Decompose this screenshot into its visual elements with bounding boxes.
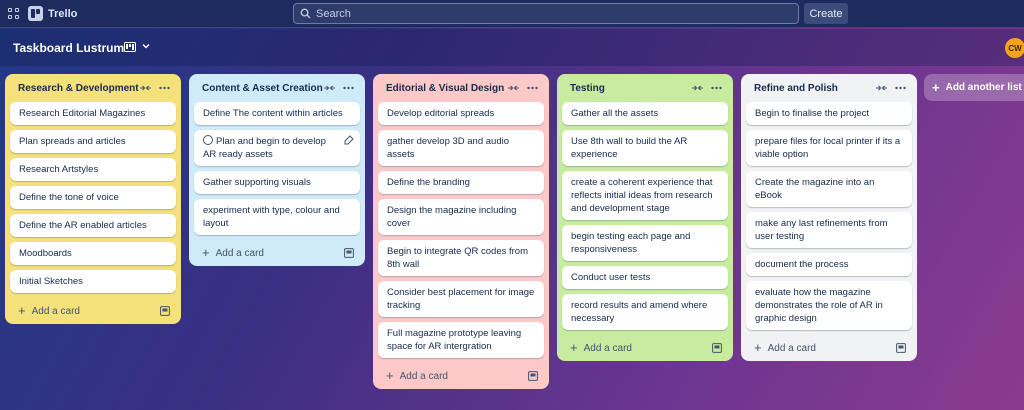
card-template-icon[interactable] [896, 343, 906, 353]
search-input[interactable]: Search [293, 3, 799, 24]
more-options-icon[interactable] [711, 86, 722, 90]
list-editorial-visual-design: Editorial & Visual Design Develop editor… [373, 74, 549, 389]
list-research-development: Research & Development Research Editoria… [5, 74, 181, 324]
card[interactable]: Moodboards [10, 242, 176, 265]
board-header: Taskboard Lustrum [0, 29, 1024, 66]
trello-logo-icon[interactable] [28, 6, 43, 21]
list-header: Testing [562, 74, 728, 102]
list-title[interactable]: Testing [570, 82, 605, 94]
top-navigation-bar: Trello Search Create [0, 0, 1024, 28]
card[interactable]: create a coherent experience that reflec… [562, 171, 728, 220]
plus-icon: + [754, 340, 762, 355]
card[interactable]: Full magazine prototype leaving space fo… [378, 322, 544, 358]
collapse-icon[interactable] [508, 84, 519, 92]
add-card-button[interactable]: + Add a card [378, 363, 544, 389]
chevron-down-icon[interactable] [141, 41, 151, 51]
card[interactable]: Develop editorial spreads [378, 102, 544, 125]
complete-checkbox-icon[interactable] [203, 135, 213, 145]
plus-icon: + [570, 340, 578, 355]
card-template-icon[interactable] [528, 371, 538, 381]
card-hovered[interactable]: Plan and begin to develop AR ready asset… [194, 130, 360, 166]
add-card-button[interactable]: + Add a card [194, 240, 360, 266]
card[interactable]: Plan spreads and articles [10, 130, 176, 153]
card[interactable]: Gather supporting visuals [194, 171, 360, 194]
collapse-icon[interactable] [876, 84, 887, 92]
avatar[interactable]: CW [1005, 38, 1024, 58]
add-card-button[interactable]: + Add a card [746, 335, 912, 361]
more-options-icon[interactable] [895, 86, 906, 90]
list-title[interactable]: Research & Development [18, 82, 139, 94]
board-view-icon[interactable] [124, 42, 136, 52]
list-title[interactable]: Editorial & Visual Design [386, 82, 505, 94]
list-header: Editorial & Visual Design [378, 74, 544, 102]
add-list-label: Add another list [945, 82, 1022, 93]
card[interactable]: Research Editorial Magazines [10, 102, 176, 125]
card[interactable]: Create the magazine into an eBook [746, 171, 912, 207]
card[interactable]: gather develop 3D and audio assets [378, 130, 544, 166]
card[interactable]: Define the AR enabled articles [10, 214, 176, 237]
card[interactable]: begin testing each page and responsivene… [562, 225, 728, 261]
card[interactable]: Define The content within articles [194, 102, 360, 125]
plus-icon: + [932, 80, 940, 95]
card[interactable]: Design the magazine including cover [378, 199, 544, 235]
card[interactable]: Conduct user tests [562, 266, 728, 289]
card[interactable]: Consider best placement for image tracki… [378, 281, 544, 317]
edit-icon[interactable] [344, 135, 354, 145]
card[interactable]: evaluate how the magazine demonstrates t… [746, 281, 912, 330]
list-header: Content & Asset Creation [194, 74, 360, 102]
card[interactable]: document the process [746, 253, 912, 276]
add-card-label: Add a card [767, 342, 816, 354]
card[interactable]: Use 8th wall to build the AR experience [562, 130, 728, 166]
card[interactable]: Begin to finalise the project [746, 102, 912, 125]
card[interactable]: Research Artstyles [10, 158, 176, 181]
plus-icon: + [202, 245, 210, 260]
app-name[interactable]: Trello [48, 8, 78, 20]
search-placeholder: Search [316, 7, 351, 20]
card-template-icon[interactable] [712, 343, 722, 353]
add-card-label: Add a card [399, 370, 448, 382]
create-button[interactable]: Create [804, 3, 848, 24]
list-header: Refine and Polish [746, 74, 912, 102]
card[interactable]: make any last refinements from user test… [746, 212, 912, 248]
add-card-button[interactable]: + Add a card [10, 298, 176, 324]
list-header: Research & Development [10, 74, 176, 102]
collapse-icon[interactable] [692, 84, 703, 92]
card[interactable]: Gather all the assets [562, 102, 728, 125]
list-title[interactable]: Content & Asset Creation [202, 82, 323, 94]
card[interactable]: Define the branding [378, 171, 544, 194]
card-label: Plan and begin to develop AR ready asset… [203, 136, 326, 160]
add-card-label: Add a card [31, 305, 80, 317]
plus-icon: + [18, 303, 26, 318]
more-options-icon[interactable] [159, 86, 170, 90]
add-card-button[interactable]: + Add a card [562, 335, 728, 361]
card-template-icon[interactable] [160, 306, 170, 316]
card[interactable]: Begin to integrate QR codes from 8th wal… [378, 240, 544, 276]
more-options-icon[interactable] [527, 86, 538, 90]
card[interactable]: prepare files for local printer if its a… [746, 130, 912, 166]
card[interactable]: Define the tone of voice [10, 186, 176, 209]
card[interactable]: experiment with type, colour and layout [194, 199, 360, 235]
search-icon [300, 8, 311, 19]
more-options-icon[interactable] [343, 86, 354, 90]
card[interactable]: Initial Sketches [10, 270, 176, 293]
collapse-icon[interactable] [140, 84, 151, 92]
plus-icon: + [386, 368, 394, 383]
card[interactable]: record results and amend where necessary [562, 294, 728, 330]
list-testing: Testing Gather all the assets Use 8th wa… [557, 74, 733, 361]
list-refine-and-polish: Refine and Polish Begin to finalise the … [741, 74, 917, 361]
add-card-label: Add a card [583, 342, 632, 354]
card-template-icon[interactable] [344, 248, 354, 258]
add-card-label: Add a card [215, 247, 264, 259]
list-content-asset-creation: Content & Asset Creation Define The cont… [189, 74, 365, 266]
add-another-list-button[interactable]: + Add another list [924, 74, 1024, 101]
collapse-icon[interactable] [324, 84, 335, 92]
app-switcher-icon[interactable] [8, 8, 20, 20]
list-title[interactable]: Refine and Polish [754, 82, 838, 94]
board-title[interactable]: Taskboard Lustrum [13, 41, 125, 55]
